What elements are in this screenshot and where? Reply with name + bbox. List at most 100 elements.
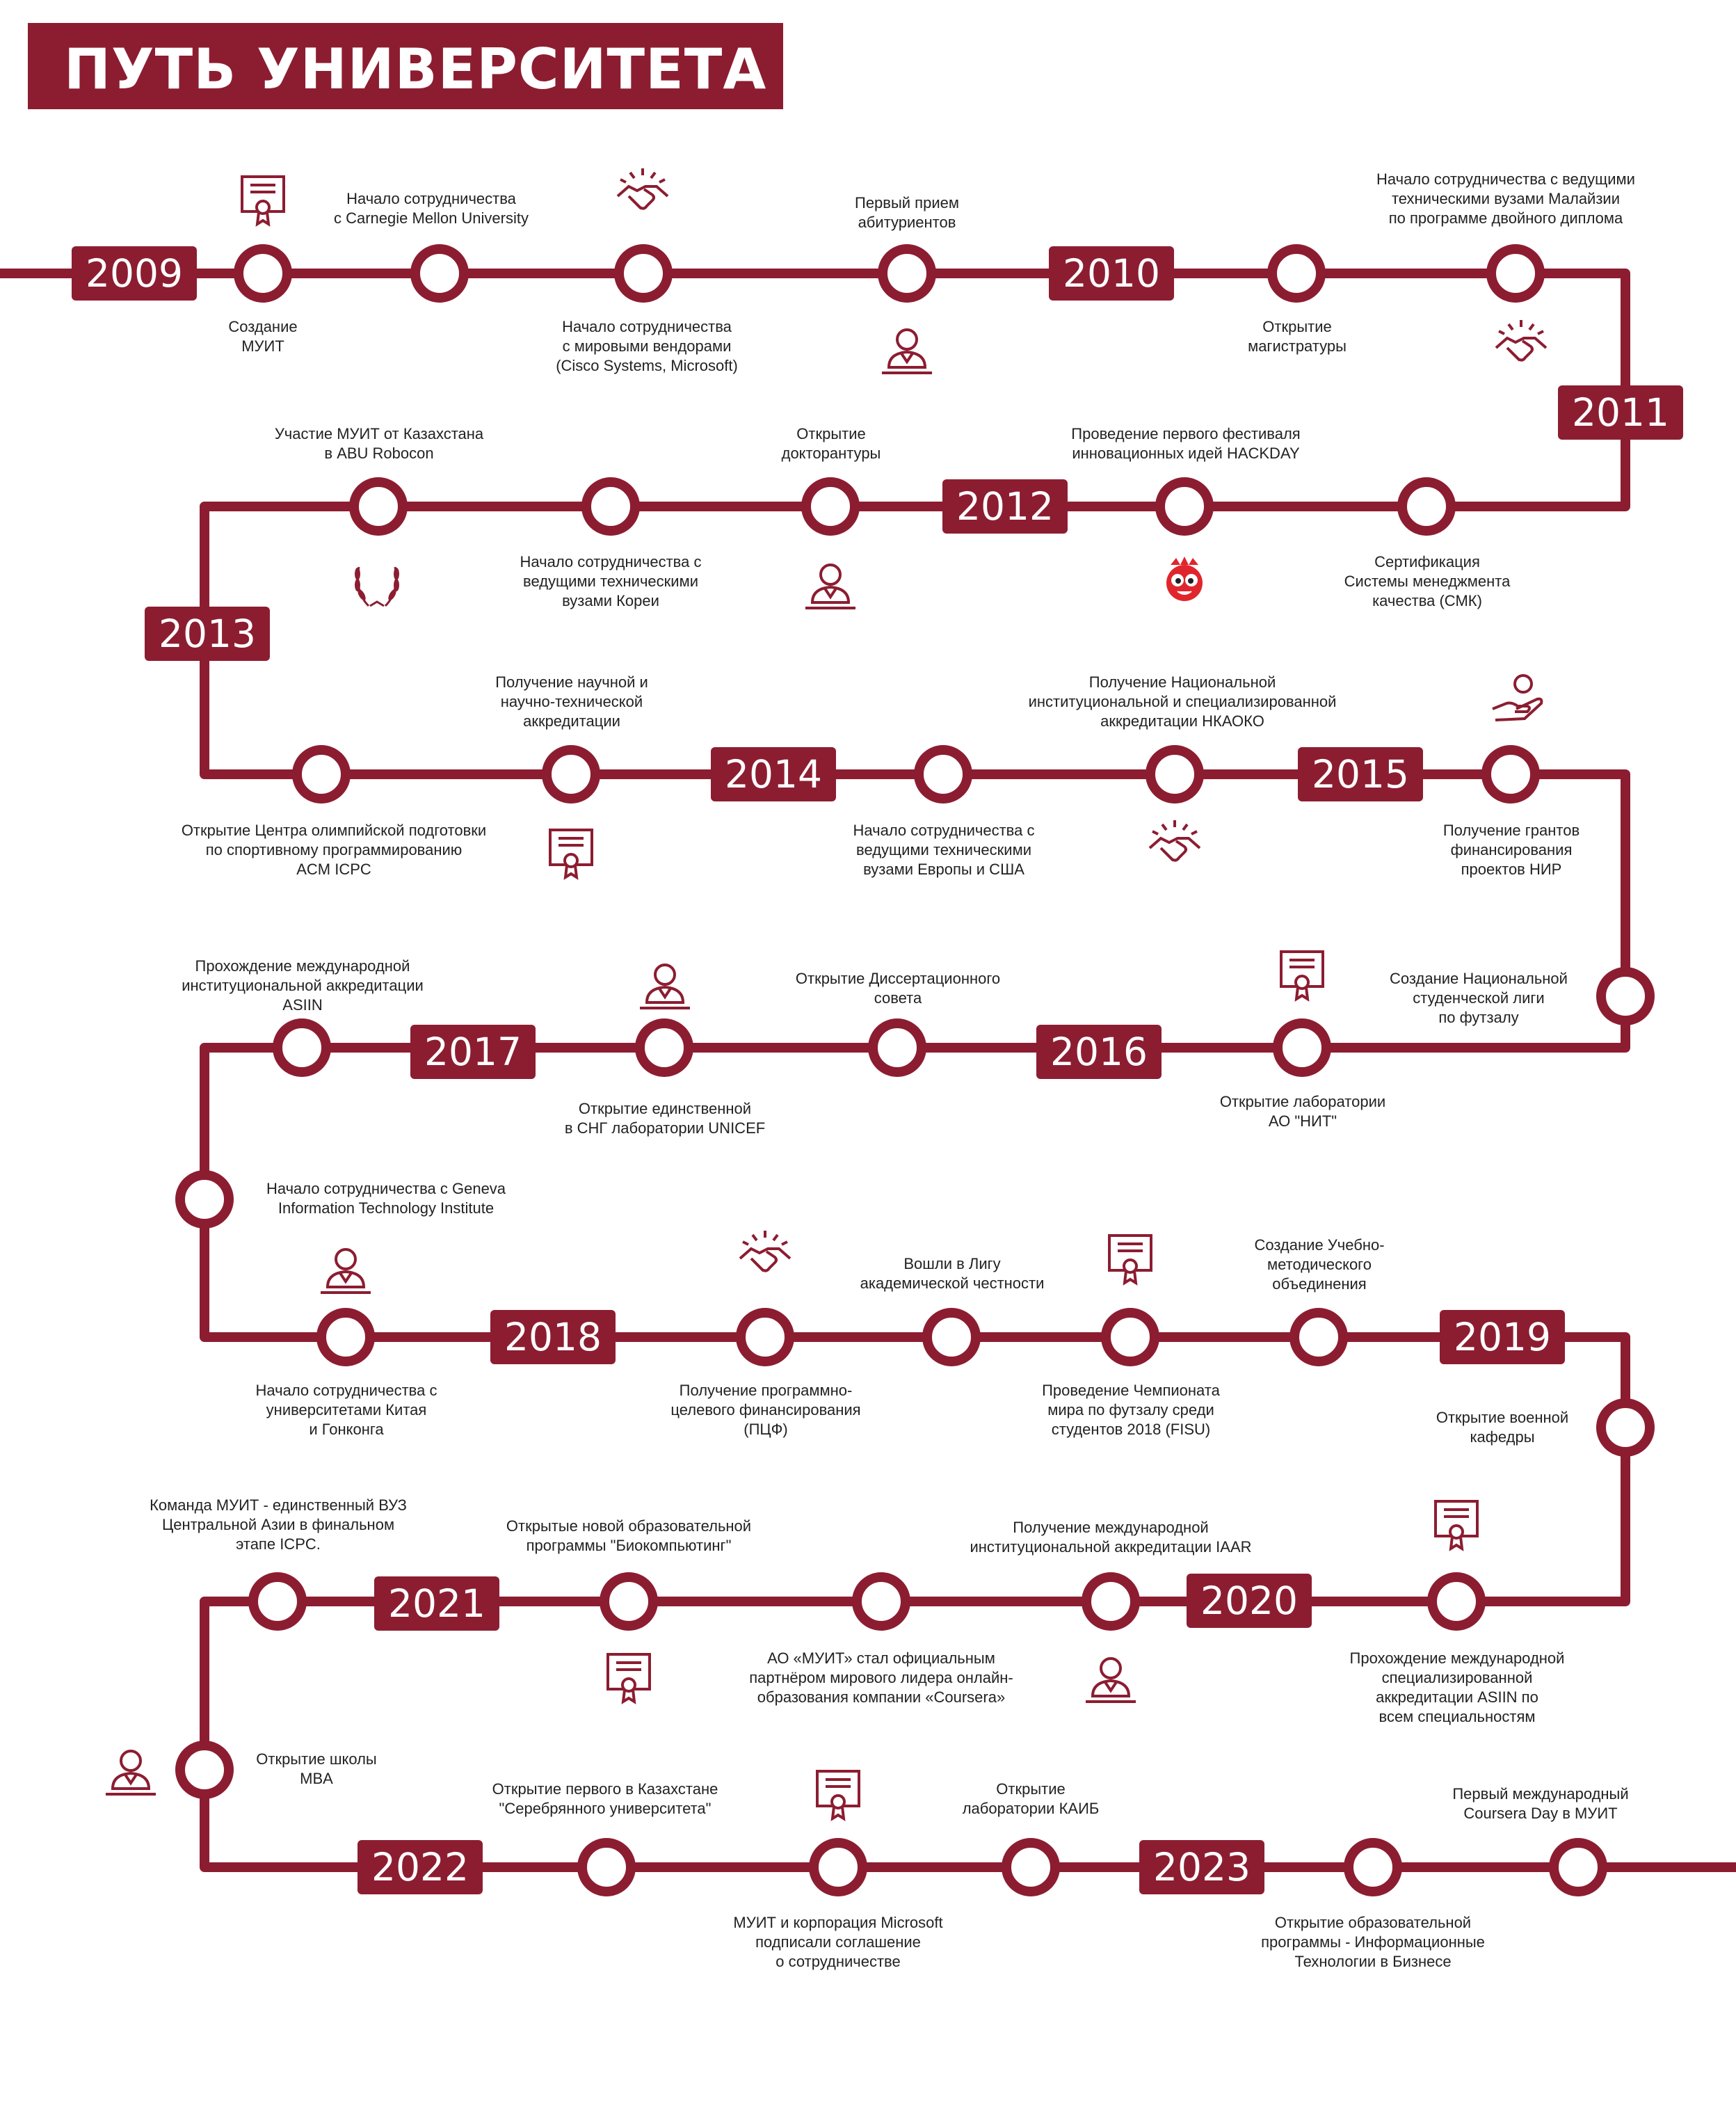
event-label: Проведение Чемпионата мира по футзалу ср… (1042, 1382, 1220, 1438)
handshake-icon (736, 1228, 794, 1286)
milestone-node (542, 745, 600, 804)
certificate-icon (542, 824, 600, 883)
certificate-icon (1427, 1496, 1486, 1554)
event-label: Открытие магистратуры (1248, 318, 1347, 355)
milestone-node (292, 745, 351, 804)
event-label: Открытие первого в Казахстане "Серебрянн… (492, 1780, 718, 1817)
certificate-icon (234, 171, 292, 230)
person-icon (801, 557, 860, 615)
event-label: АО «МУИТ» стал официальным партнёром мир… (749, 1649, 1013, 1706)
mascot-icon (1155, 550, 1214, 608)
person-icon (102, 1743, 160, 1801)
milestone-node (1397, 477, 1456, 536)
event-label: Начало сотрудничества с университетами К… (255, 1382, 437, 1438)
milestone-node (349, 477, 408, 536)
event-label: Первый международный Coursera Day в МУИТ (1452, 1785, 1629, 1822)
title-banner: ПУТЬ УНИВЕРСИТЕТА (28, 23, 783, 109)
milestone-node (273, 1018, 331, 1077)
milestone-node (1427, 1572, 1486, 1631)
milestone-node (1344, 1838, 1402, 1896)
timeline-path (0, 269, 1736, 1872)
milestone-node (234, 244, 292, 303)
milestone-node (922, 1308, 981, 1366)
event-label: Начало сотрудничества с Carnegie Mellon … (334, 190, 529, 227)
milestone-node (175, 1741, 234, 1799)
handshake-icon (1146, 817, 1204, 876)
milestone-node (175, 1170, 234, 1229)
handshake-icon (613, 166, 672, 224)
event-label: Открытие военной кафедры (1436, 1409, 1569, 1446)
handshake-icon (1492, 317, 1550, 376)
year-badge-2017: 2017 (410, 1025, 536, 1079)
certificate-icon (1273, 946, 1331, 1005)
event-label: Начало сотрудничества с ведущими техниче… (853, 822, 1035, 878)
page-title: ПУТЬ УНИВЕРСИТЕТА (64, 37, 767, 102)
milestone-node (1267, 244, 1326, 303)
year-badge-2023: 2023 (1139, 1840, 1264, 1894)
year-badge-2010: 2010 (1049, 246, 1174, 301)
milestone-node (635, 1018, 693, 1077)
milestone-node (248, 1572, 307, 1631)
event-label: Открытие Центра олимпийской подготовки п… (181, 822, 487, 878)
person-icon (1082, 1650, 1140, 1709)
year-badge-2015: 2015 (1298, 747, 1423, 801)
person-icon (316, 1241, 375, 1300)
milestone-node (600, 1572, 658, 1631)
event-label: Получение международной институционально… (970, 1519, 1252, 1556)
event-label: Создание Национальной студенческой лиги … (1390, 970, 1568, 1026)
event-label: Создание Учебно- методического объединен… (1254, 1236, 1385, 1293)
event-label: Получение программно- целевого финансиро… (670, 1382, 861, 1438)
milestone-node (1481, 745, 1540, 804)
milestone-node (878, 244, 936, 303)
milestone-node (914, 745, 972, 804)
certificate-icon (600, 1649, 658, 1707)
event-label: Открытие докторантуры (781, 425, 881, 462)
person-icon (636, 957, 694, 1015)
event-label: Открытие образовательной программы - Инф… (1261, 1914, 1485, 1970)
event-label: МУИТ и корпорация Microsoft подписали со… (733, 1914, 943, 1970)
charity-hand-icon (1488, 670, 1547, 728)
event-label: Сертификация Системы менеджмента качеств… (1344, 553, 1511, 609)
year-badge-2011: 2011 (1558, 385, 1683, 440)
milestone-node (1146, 745, 1204, 804)
event-label: Начало сотрудничества с ведущими техниче… (1376, 170, 1635, 227)
event-label: Проведение первого фестиваля инновационн… (1071, 425, 1301, 462)
year-badge-2019: 2019 (1440, 1310, 1565, 1364)
event-label: Первый прием абитуриентов (855, 194, 959, 231)
year-badge-2022: 2022 (357, 1840, 483, 1894)
event-label: Открытые новой образовательной программы… (506, 1517, 752, 1554)
event-label: Получение научной и научно-технической а… (495, 673, 648, 730)
event-label: Получение Национальной институциональной… (1028, 673, 1337, 730)
milestone-node (577, 1838, 636, 1896)
event-label: Вошли в Лигу академической честности (860, 1255, 1045, 1292)
event-label: Открытие школы MBA (256, 1750, 377, 1787)
milestone-node (1273, 1018, 1331, 1077)
milestone-node (1101, 1308, 1159, 1366)
person-icon (878, 321, 936, 380)
milestone-node (1289, 1308, 1348, 1366)
milestone-node (316, 1308, 375, 1366)
event-label: Открытие единственной в СНГ лаборатории … (564, 1100, 766, 1137)
year-badge-2014: 2014 (711, 747, 836, 801)
event-label: Начало сотрудничества с Geneva Informati… (266, 1180, 506, 1217)
milestone-node (1082, 1572, 1140, 1631)
milestone-node (1155, 477, 1214, 536)
event-label: Получение грантов финансирования проекто… (1442, 822, 1580, 878)
event-label: Открытие лаборатории КАИБ (962, 1780, 1100, 1817)
year-badge-2013: 2013 (145, 607, 270, 661)
event-label: Команда МУИТ - единственный ВУЗ Централь… (150, 1496, 407, 1553)
year-badge-2020: 2020 (1187, 1574, 1312, 1628)
event-label: Начало сотрудничества с ведущими техниче… (520, 553, 702, 609)
certificate-icon (1101, 1230, 1159, 1288)
event-label: Прохождение международной специализирова… (1349, 1649, 1565, 1725)
milestone-node (1002, 1838, 1060, 1896)
year-badge-2012: 2012 (942, 479, 1068, 534)
milestone-node (1486, 244, 1545, 303)
milestone-node (852, 1572, 910, 1631)
milestone-node (801, 477, 860, 536)
laurel-wreath-icon (348, 553, 406, 612)
milestone-node (1549, 1838, 1607, 1896)
year-badge-2016: 2016 (1036, 1025, 1162, 1079)
milestone-node (410, 244, 469, 303)
